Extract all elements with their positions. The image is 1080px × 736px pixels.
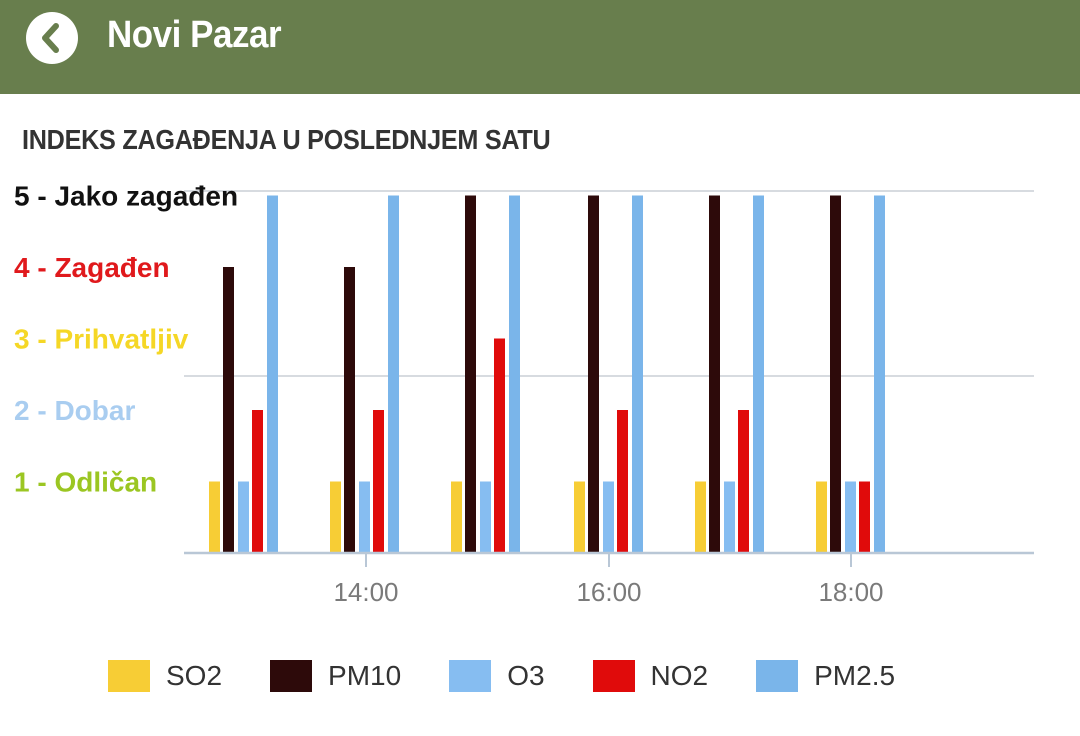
legend-label: O3 xyxy=(507,660,545,691)
bar-so2 xyxy=(451,481,462,553)
legend-item: NO2 xyxy=(592,660,709,692)
y-level-label: 3 - Prihvatljiv xyxy=(14,324,189,355)
bar-so2 xyxy=(574,481,585,553)
bar-o3 xyxy=(603,481,614,553)
bar-pm10 xyxy=(344,267,355,553)
legend-item: O3 xyxy=(449,660,545,692)
bar-so2 xyxy=(695,481,706,553)
legend-swatch xyxy=(592,660,635,692)
legend-swatch xyxy=(108,660,150,692)
legend-label: PM10 xyxy=(328,660,402,691)
bar-pm10 xyxy=(465,195,476,553)
bar-o3 xyxy=(238,481,249,553)
bar-no2 xyxy=(373,410,384,553)
bar-no2 xyxy=(738,410,749,553)
pollution-bar-chart: 5 - Jako zagađen 4 - Zagađen 3 - Prihvatlj… xyxy=(14,181,1034,607)
bar-pm10 xyxy=(223,267,234,553)
x-tick-label: 18:00 xyxy=(818,577,883,607)
bar-pm25 xyxy=(753,195,764,553)
bar-no2 xyxy=(494,338,505,553)
bar-no2 xyxy=(859,481,870,553)
bar-pm25 xyxy=(874,195,885,553)
app-bar: Novi Pazar xyxy=(0,0,1080,94)
x-tick-label: 14:00 xyxy=(333,577,398,607)
legend-item: PM2.5 xyxy=(756,660,895,692)
legend-label: PM2.5 xyxy=(814,660,896,691)
bar-o3 xyxy=(845,481,856,553)
chevron-left-icon xyxy=(42,23,59,53)
bar-o3 xyxy=(480,481,491,553)
y-level-label: 5 - Jako zagađen xyxy=(14,181,238,212)
bar-pm25 xyxy=(509,195,520,553)
legend-item: SO2 xyxy=(108,660,222,692)
back-button[interactable] xyxy=(26,12,78,64)
bar-so2 xyxy=(209,481,220,553)
bar-pm10 xyxy=(588,195,599,553)
bar-no2 xyxy=(617,410,628,553)
legend-swatch xyxy=(449,660,492,692)
y-level-label: 2 - Dobar xyxy=(14,395,135,426)
bar-pm25 xyxy=(632,195,643,553)
y-level-label: 4 - Zagađen xyxy=(14,252,170,283)
bar-pm10 xyxy=(709,195,720,553)
x-tick-label: 16:00 xyxy=(576,577,641,607)
y-level-label: 1 - Odličan xyxy=(14,467,157,498)
app-bar-title: Novi Pazar xyxy=(107,14,282,56)
legend-label: NO2 xyxy=(650,660,709,691)
bar-so2 xyxy=(816,481,827,553)
bar-pm25 xyxy=(267,195,278,553)
bar-so2 xyxy=(330,481,341,553)
section-title: INDEKS ZAGAĐENJA U POSLEDNJEM SATU xyxy=(22,124,551,155)
legend-swatch xyxy=(270,660,313,692)
legend-item: PM10 xyxy=(270,660,401,692)
bar-o3 xyxy=(359,481,370,553)
legend-swatch xyxy=(756,660,799,692)
bar-no2 xyxy=(252,410,263,553)
bar-pm25 xyxy=(388,195,399,553)
bar-o3 xyxy=(724,481,735,553)
bar-pm10 xyxy=(830,195,841,553)
chart-legend: SO2 PM10 O3 NO2 PM2.5 xyxy=(108,656,943,696)
legend-label: SO2 xyxy=(166,660,223,691)
